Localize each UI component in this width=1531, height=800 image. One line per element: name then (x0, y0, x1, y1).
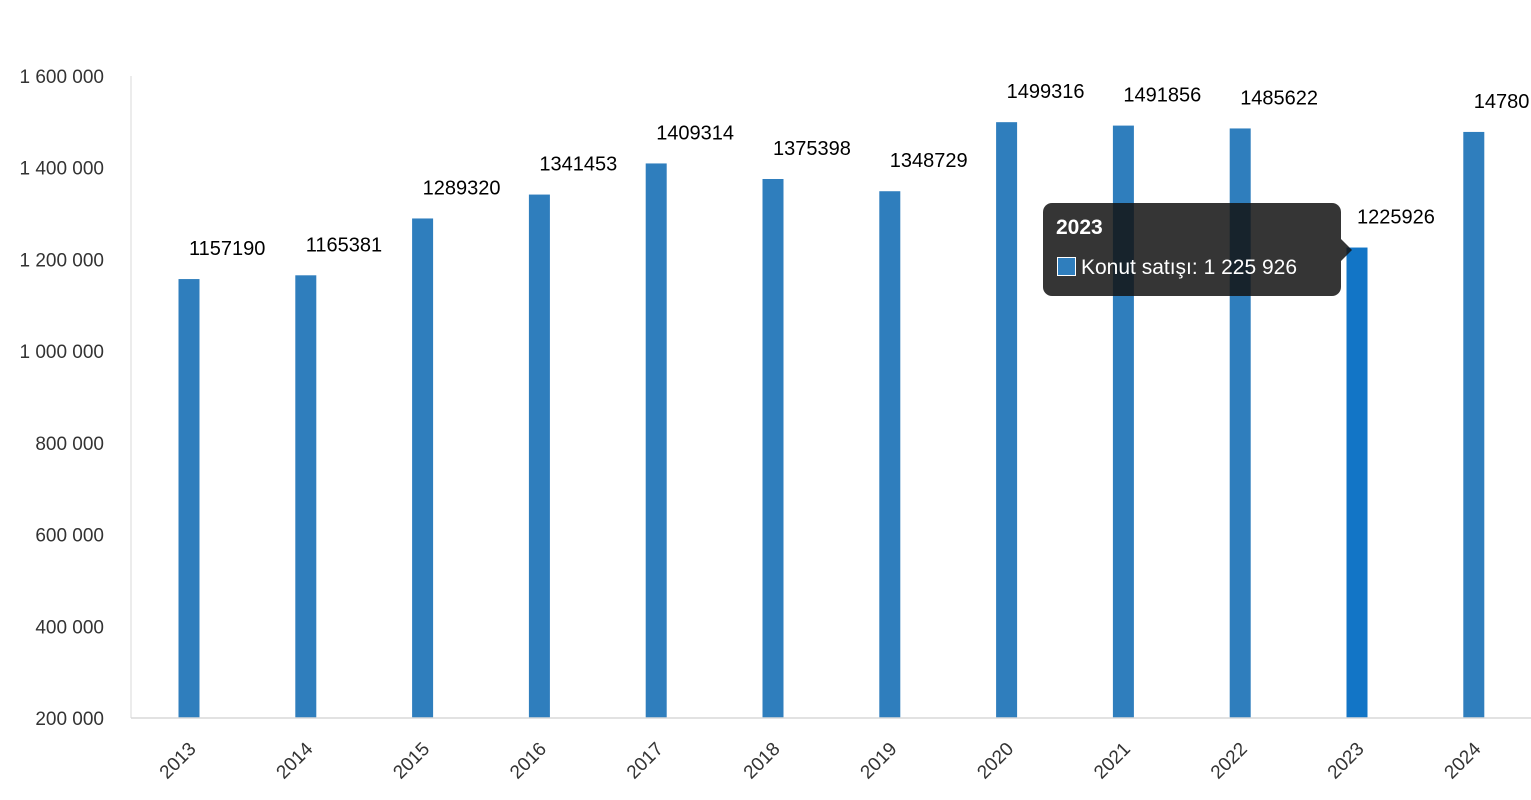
bar-2020[interactable] (996, 122, 1018, 719)
data-label-2024: 14780 (1474, 91, 1530, 113)
y-tick-label: 800 000 (35, 434, 104, 455)
x-tick-label: 2018 (740, 739, 785, 784)
data-label-2016: 1341453 (539, 154, 617, 176)
x-tick-label: 2016 (506, 739, 551, 784)
x-tick-label: 2022 (1207, 739, 1252, 784)
y-tick-label: 600 000 (35, 526, 104, 547)
tooltip-row: Konut satışı: 1 225 926 (1057, 256, 1297, 280)
bar-2015[interactable] (412, 218, 434, 718)
x-tick-label: 2013 (156, 739, 201, 784)
data-label-2018: 1375398 (773, 138, 851, 160)
tooltip-value: 1 225 926 (1203, 256, 1298, 279)
bar-2019[interactable] (879, 191, 901, 718)
x-axis-tick-labels: 2013 2014 2015 2016 2017 2018 2019 2020 2021 2022… (156, 738, 1486, 783)
data-label-2015: 1289320 (423, 177, 501, 199)
data-label-2022: 1485622 (1240, 87, 1318, 109)
data-label-2021: 1491856 (1123, 85, 1201, 107)
data-label-2019: 1348729 (890, 150, 968, 172)
data-label-2017: 1409314 (656, 122, 734, 144)
bar-2018[interactable] (762, 178, 784, 718)
tooltip: 2023 Konut satışı: 1 225 926 (1043, 203, 1352, 296)
y-tick-label: 400 000 (35, 617, 104, 638)
x-tick-label: 2014 (273, 738, 318, 783)
data-label-2013: 1157190 (189, 238, 265, 260)
bar-2023[interactable] (1346, 247, 1368, 718)
data-label-2023: 1225926 (1357, 207, 1435, 229)
bar-2013[interactable] (178, 279, 200, 718)
y-axis-tick-labels: 200 000 400 000 600 000 800 000 1 000 000 1 2… (19, 67, 104, 730)
tooltip-series-swatch (1057, 257, 1076, 276)
data-labels-group: 1157190 1165381 1289320 1341453 1409314 13753… (189, 81, 1529, 260)
bar-2014[interactable] (295, 275, 317, 718)
x-tick-label: 2020 (973, 739, 1018, 784)
y-tick-label: 1 600 000 (19, 67, 104, 88)
tooltip-title: 2023 (1056, 216, 1103, 239)
y-tick-label: 200 000 (35, 709, 104, 730)
x-tick-label: 2019 (857, 739, 902, 784)
x-tick-label: 2021 (1090, 739, 1135, 784)
data-label-2020: 1499316 (1007, 81, 1085, 103)
x-tick-label: 2024 (1441, 738, 1486, 783)
bar-2016[interactable] (528, 194, 550, 719)
y-tick-label: 1 200 000 (19, 250, 104, 271)
data-label-2014: 1165381 (306, 234, 382, 256)
x-tick-label: 2015 (389, 739, 434, 784)
y-tick-label: 1 000 000 (19, 342, 104, 363)
bar-2017[interactable] (645, 163, 667, 719)
x-tick-label: 2023 (1324, 739, 1369, 784)
x-tick-label: 2017 (623, 739, 668, 784)
bar-2024[interactable] (1463, 131, 1485, 718)
tooltip-series-label: Konut satışı: (1081, 256, 1198, 279)
tooltip-pointer (1341, 239, 1352, 261)
y-tick-label: 1 400 000 (19, 159, 104, 180)
